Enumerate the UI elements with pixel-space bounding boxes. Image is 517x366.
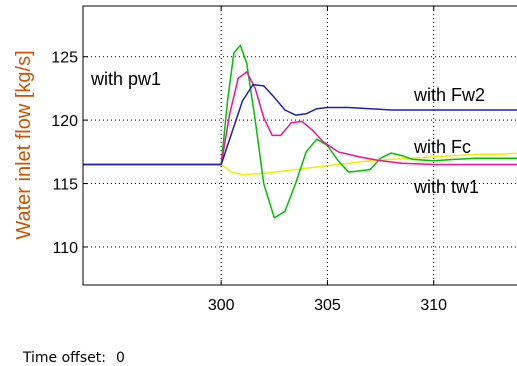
- series-line-with-tw1: [83, 152, 517, 176]
- series-line-with-fw2: [83, 83, 517, 166]
- series-label-with-fw2: with Fw2: [413, 85, 485, 105]
- series-lines: [83, 44, 517, 219]
- gridlines: [83, 6, 517, 285]
- series-label-with-fc: with Fc: [413, 137, 471, 157]
- time-offset-readout: Time offset: 0: [14, 334, 125, 366]
- time-offset-label: Time offset:: [22, 350, 106, 366]
- series-line-with-pw1: [83, 44, 517, 219]
- series-label-with-pw1: with pw1: [90, 69, 161, 89]
- series-label-with-tw1: with tw1: [413, 177, 479, 197]
- x-tick-label: 300: [208, 297, 235, 314]
- y-tick-label: 110: [52, 240, 78, 257]
- axis-ticks: 300 305 310 110 115 120 125: [51, 6, 447, 314]
- x-tick-label: 310: [420, 297, 447, 314]
- time-offset-value: 0: [115, 350, 125, 366]
- series-line-with-fc: [83, 71, 517, 166]
- plot-frame: [82, 5, 517, 286]
- x-tick-label: 305: [314, 297, 341, 314]
- y-tick-label: 125: [51, 50, 78, 67]
- y-tick-label: 115: [52, 177, 78, 194]
- line-chart: 300 305 310 110 115 120 125 Water inlet flow […: [13, 5, 517, 314]
- y-axis-label: Water inlet flow [kg/s]: [13, 50, 35, 239]
- y-tick-label: 120: [51, 113, 78, 130]
